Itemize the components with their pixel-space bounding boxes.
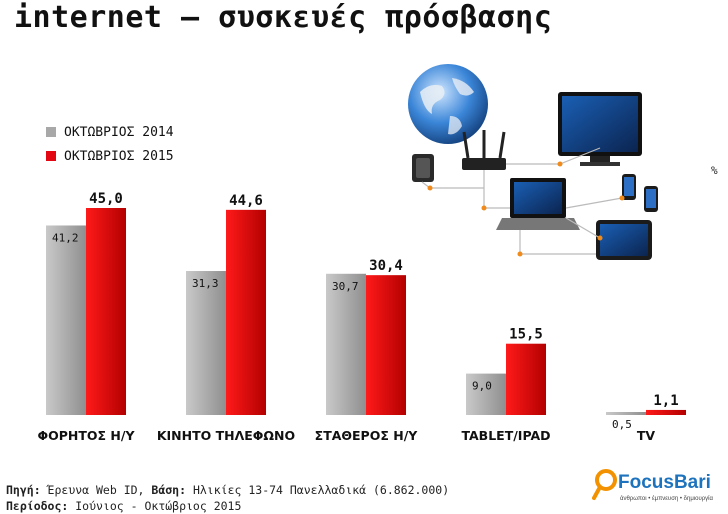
data-label-2015: 44,6: [229, 193, 263, 209]
logo-wordmark: FocusBari: [618, 472, 711, 493]
category-label: TABLET/IPAD: [461, 428, 550, 443]
bar-2015: [86, 208, 126, 415]
period-key: Περίοδος:: [6, 499, 69, 513]
chart-legend: ΟΚΤΩΒΡΙΟΣ 2014 ΟΚΤΩΒΡΙΟΣ 2015: [46, 120, 174, 168]
source-note: Πηγή: Έρευνα Web ID, Βάση: Ηλικίες 13-74…: [6, 482, 449, 514]
bar-2014: [186, 271, 226, 415]
source-line-1: Πηγή: Έρευνα Web ID, Βάση: Ηλικίες 13-74…: [6, 482, 449, 498]
laptop-icon: [496, 178, 580, 230]
data-label-2014: 0,5: [612, 418, 632, 431]
speaker-icon: [412, 154, 434, 182]
legend-item-2014: ΟΚΤΩΒΡΙΟΣ 2014: [46, 120, 174, 144]
bar-chart: 41,2 45,0 ΦΟΡΗΤΟΣ Η/Υ 31,3 44,6 ΚΙΝΗΤΟ ΤΗΛΕΦΩ…: [38, 191, 686, 443]
globe-icon: [408, 64, 488, 144]
source-line-2: Περίοδος: Ιούνιος - Οκτώβριος 2015: [6, 498, 449, 514]
bar-2015: [226, 209, 266, 415]
logo-tagline: άνθρωποι • έμπνευση • δημιουργία: [620, 496, 713, 502]
data-label-2015: 15,5: [509, 327, 543, 343]
bar-2014: [326, 273, 366, 415]
data-label-2014: 31,3: [192, 277, 219, 290]
base-value: Ηλικίες 13-74 Πανελλαδικά (6.862.000): [186, 483, 450, 497]
devices-illustration: [408, 64, 658, 260]
legend-label-2015: ΟΚΤΩΒΡΙΟΣ 2015: [64, 148, 174, 164]
bar-2014: [46, 225, 86, 415]
data-label-2015: 1,1: [653, 393, 678, 409]
router-icon: [462, 130, 506, 170]
legend-item-2015: ΟΚΤΩΒΡΙΟΣ 2015: [46, 144, 174, 168]
connection-dots: [427, 161, 625, 257]
page-title: internet – συσκευές πρόσβασης: [14, 0, 553, 35]
period-value: Ιούνιος - Οκτώβριος 2015: [68, 499, 242, 513]
unit-label: %: [711, 164, 718, 177]
bar-2014: [466, 373, 506, 415]
category-label: TV: [637, 428, 656, 443]
legend-label-2014: ΟΚΤΩΒΡΙΟΣ 2014: [64, 124, 174, 140]
bar-2014: [606, 412, 646, 415]
category-label: ΣΤΑΘΕΡΟΣ Η/Υ: [315, 428, 419, 443]
bar-2015: [506, 343, 546, 415]
base-key: Βάση:: [151, 483, 187, 497]
tablet-icon: [596, 220, 652, 260]
tv-icon: [558, 92, 642, 166]
data-label-2014: 41,2: [52, 231, 79, 244]
data-label-2014: 9,0: [472, 380, 492, 393]
bar-2015: [646, 409, 686, 415]
source-value: Έρευνα Web ID,: [40, 483, 152, 497]
phone-icon: [622, 174, 658, 212]
category-label: ΚΙΝΗΤΟ ΤΗΛΕΦΩΝΟ: [157, 428, 295, 443]
data-label-2015: 30,4: [369, 258, 403, 274]
data-label-2014: 30,7: [332, 280, 359, 293]
bar-2015: [366, 275, 406, 415]
legend-swatch-2014: [46, 127, 56, 137]
magnifier-logo-icon: [592, 469, 617, 500]
data-label-2015: 45,0: [89, 191, 123, 207]
category-label: ΦΟΡΗΤΟΣ Η/Υ: [38, 428, 136, 443]
legend-swatch-2015: [46, 151, 56, 161]
source-key: Πηγή:: [6, 483, 41, 497]
